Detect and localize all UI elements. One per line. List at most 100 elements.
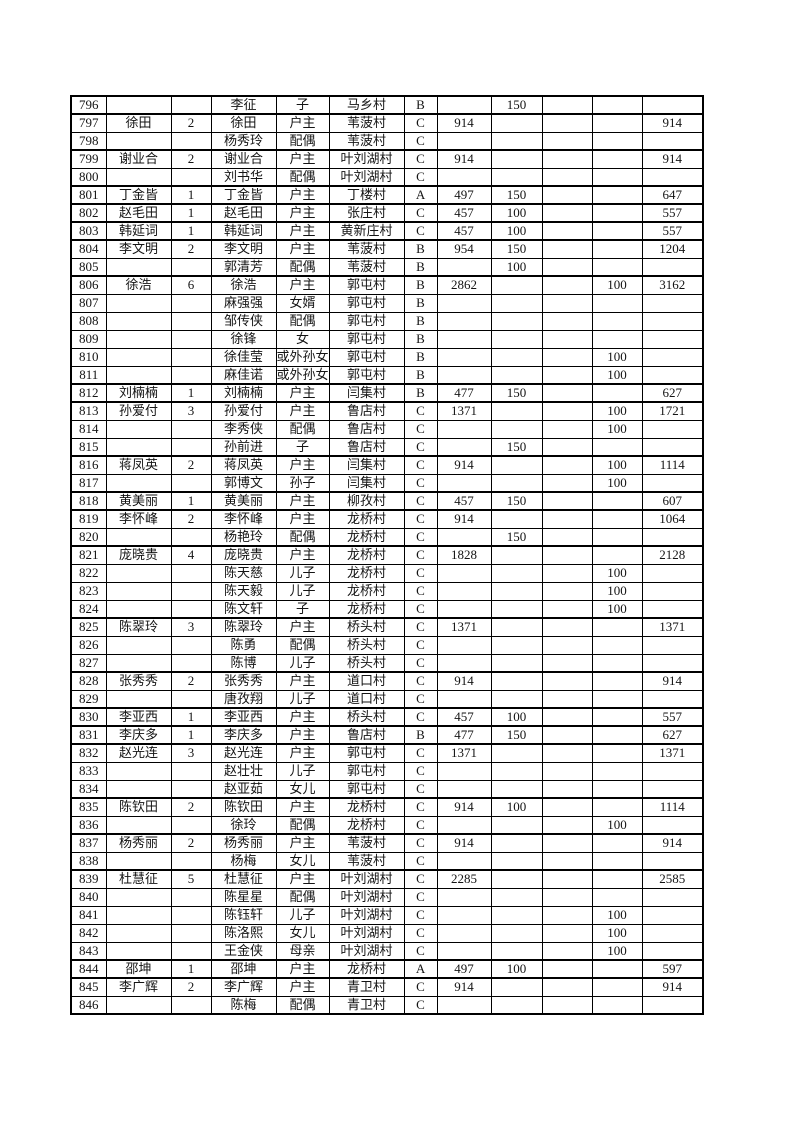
cell-village[interactable]: 龙桥村 xyxy=(328,563,405,583)
cell-member-name[interactable]: 陈文轩 xyxy=(210,599,277,619)
cell-village[interactable]: 青卫村 xyxy=(328,995,405,1015)
cell-household-head[interactable]: 李亚西 xyxy=(105,707,172,727)
cell-member-name[interactable]: 陈博 xyxy=(210,653,277,673)
cell-base-amount[interactable] xyxy=(436,347,492,367)
cell-base-amount[interactable] xyxy=(436,131,492,151)
cell-row-no[interactable]: 814 xyxy=(70,419,107,439)
cell-member-count[interactable]: 1 xyxy=(170,707,212,727)
cell-total[interactable] xyxy=(641,437,704,457)
cell-household-head[interactable] xyxy=(105,167,172,187)
cell-category[interactable]: C xyxy=(403,941,438,961)
cell-category[interactable]: B xyxy=(403,725,438,745)
cell-village[interactable]: 叶刘湖村 xyxy=(328,149,405,169)
cell-relation[interactable]: 女儿 xyxy=(275,923,330,943)
cell-base-amount[interactable] xyxy=(436,563,492,583)
cell-relation[interactable]: 子 xyxy=(275,437,330,457)
cell-row-no[interactable]: 813 xyxy=(70,401,107,421)
cell-village[interactable]: 道口村 xyxy=(328,671,405,691)
cell-total[interactable]: 914 xyxy=(641,149,704,169)
cell-blank[interactable] xyxy=(541,455,593,475)
cell-addition-a[interactable]: 100 xyxy=(490,257,543,277)
cell-member-name[interactable]: 李征 xyxy=(210,95,277,115)
cell-category[interactable]: C xyxy=(403,563,438,583)
cell-household-head[interactable]: 蒋凤英 xyxy=(105,455,172,475)
cell-category[interactable]: C xyxy=(403,221,438,241)
cell-base-amount[interactable]: 497 xyxy=(436,959,492,979)
cell-row-no[interactable]: 834 xyxy=(70,779,107,799)
cell-member-count[interactable] xyxy=(170,527,212,547)
cell-blank[interactable] xyxy=(541,437,593,457)
cell-village[interactable]: 桥头村 xyxy=(328,707,405,727)
cell-category[interactable]: C xyxy=(403,851,438,871)
cell-category[interactable]: B xyxy=(403,275,438,295)
cell-relation[interactable]: 配偶 xyxy=(275,527,330,547)
cell-blank[interactable] xyxy=(541,293,593,313)
cell-total[interactable] xyxy=(641,131,704,151)
cell-member-count[interactable]: 1 xyxy=(170,221,212,241)
cell-addition-b[interactable] xyxy=(591,617,643,637)
cell-relation[interactable]: 户主 xyxy=(275,617,330,637)
cell-category[interactable]: C xyxy=(403,527,438,547)
cell-member-name[interactable]: 陈星星 xyxy=(210,887,277,907)
cell-member-name[interactable]: 陈勇 xyxy=(210,635,277,655)
cell-row-no[interactable]: 831 xyxy=(70,725,107,745)
cell-category[interactable]: C xyxy=(403,869,438,889)
cell-base-amount[interactable]: 457 xyxy=(436,707,492,727)
cell-category[interactable]: C xyxy=(403,545,438,565)
cell-total[interactable] xyxy=(641,779,704,799)
cell-member-name[interactable]: 郭博文 xyxy=(210,473,277,493)
cell-member-name[interactable]: 黄美丽 xyxy=(210,491,277,511)
cell-base-amount[interactable]: 1371 xyxy=(436,617,492,637)
cell-village[interactable]: 龙桥村 xyxy=(328,797,405,817)
cell-row-no[interactable]: 829 xyxy=(70,689,107,709)
cell-village[interactable]: 龙桥村 xyxy=(328,527,405,547)
cell-village[interactable]: 龙桥村 xyxy=(328,599,405,619)
cell-household-head[interactable] xyxy=(105,419,172,439)
cell-addition-b[interactable]: 100 xyxy=(591,923,643,943)
cell-total[interactable]: 557 xyxy=(641,221,704,241)
cell-row-no[interactable]: 836 xyxy=(70,815,107,835)
cell-blank[interactable] xyxy=(541,923,593,943)
cell-household-head[interactable] xyxy=(105,473,172,493)
cell-household-head[interactable] xyxy=(105,131,172,151)
cell-household-head[interactable] xyxy=(105,599,172,619)
cell-addition-b[interactable] xyxy=(591,851,643,871)
cell-household-head[interactable] xyxy=(105,581,172,601)
cell-base-amount[interactable]: 1828 xyxy=(436,545,492,565)
cell-addition-a[interactable] xyxy=(490,473,543,493)
cell-blank[interactable] xyxy=(541,473,593,493)
cell-village[interactable]: 叶刘湖村 xyxy=(328,887,405,907)
cell-village[interactable]: 青卫村 xyxy=(328,977,405,997)
cell-total[interactable] xyxy=(641,923,704,943)
cell-member-count[interactable] xyxy=(170,635,212,655)
cell-village[interactable]: 鲁店村 xyxy=(328,725,405,745)
cell-member-name[interactable]: 丁金皆 xyxy=(210,185,277,205)
cell-household-head[interactable]: 丁金皆 xyxy=(105,185,172,205)
cell-member-count[interactable] xyxy=(170,95,212,115)
cell-base-amount[interactable] xyxy=(436,257,492,277)
cell-relation[interactable]: 户主 xyxy=(275,671,330,691)
cell-member-name[interactable]: 陈洛熙 xyxy=(210,923,277,943)
cell-row-no[interactable]: 845 xyxy=(70,977,107,997)
cell-addition-a[interactable] xyxy=(490,617,543,637)
cell-base-amount[interactable]: 2862 xyxy=(436,275,492,295)
cell-blank[interactable] xyxy=(541,977,593,997)
cell-household-head[interactable]: 刘楠楠 xyxy=(105,383,172,403)
cell-relation[interactable]: 户主 xyxy=(275,743,330,763)
cell-addition-a[interactable] xyxy=(490,347,543,367)
cell-category[interactable]: C xyxy=(403,653,438,673)
cell-category[interactable]: C xyxy=(403,923,438,943)
cell-base-amount[interactable] xyxy=(436,329,492,349)
cell-household-head[interactable] xyxy=(105,905,172,925)
cell-base-amount[interactable]: 477 xyxy=(436,383,492,403)
cell-village[interactable]: 丁楼村 xyxy=(328,185,405,205)
cell-member-name[interactable]: 李文明 xyxy=(210,239,277,259)
cell-member-name[interactable]: 陈翠玲 xyxy=(210,617,277,637)
cell-relation[interactable]: 儿子 xyxy=(275,653,330,673)
cell-addition-a[interactable] xyxy=(490,689,543,709)
cell-member-name[interactable]: 孙爱付 xyxy=(210,401,277,421)
cell-household-head[interactable] xyxy=(105,257,172,277)
cell-member-count[interactable] xyxy=(170,311,212,331)
cell-member-count[interactable]: 2 xyxy=(170,455,212,475)
cell-relation[interactable]: 户主 xyxy=(275,797,330,817)
